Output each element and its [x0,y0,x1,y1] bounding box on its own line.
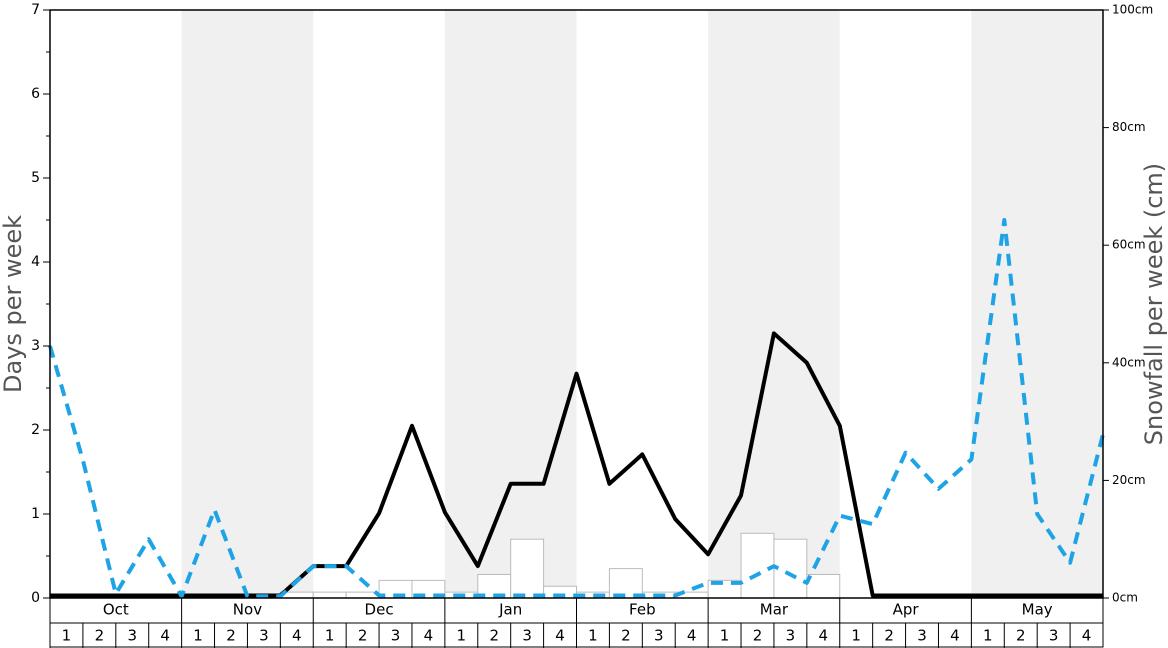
y2-tick-label: 60cm [1112,238,1146,252]
week-label: 2 [95,627,105,645]
y-tick-label: 6 [31,86,40,102]
week-label: 1 [193,627,203,645]
y-tick-label: 3 [31,338,40,354]
month-label: Mar [760,601,789,619]
y-tick-label: 5 [31,170,40,186]
week-label: 2 [226,627,236,645]
week-label: 1 [851,627,861,645]
week-label: 4 [819,627,829,645]
week-label: 2 [358,627,368,645]
y2-axis-title: Snowfall per week (cm) [1140,163,1168,445]
month-label: May [1022,601,1053,619]
y-tick-label: 4 [31,254,40,270]
line [50,331,1103,598]
bar [510,538,545,599]
month-label: Jan [498,601,522,619]
week-label: 4 [292,627,302,645]
week-label: 3 [1049,627,1059,645]
month-label: Nov [233,601,262,619]
week-label: 3 [259,627,269,645]
bar [806,573,841,599]
week-label: 2 [1016,627,1026,645]
week-label: 1 [325,627,335,645]
week-label: 1 [62,627,72,645]
week-label: 1 [457,627,467,645]
week-label: 4 [950,627,960,645]
y2-tick-label: 20cm [1112,473,1146,487]
y-tick-label: 7 [31,2,40,18]
week-label: 4 [1082,627,1092,645]
week-label: 3 [391,627,401,645]
month-label: Dec [365,601,394,619]
bar [740,532,775,599]
bar [312,591,347,599]
week-label: 4 [424,627,434,645]
month-label: Apr [893,601,920,619]
y-tick-label: 1 [31,506,40,522]
week-label: 4 [160,627,170,645]
week-label: 1 [720,627,730,645]
week-label: 2 [884,627,894,645]
week-label: 2 [489,627,499,645]
month-label: Oct [103,601,129,619]
week-label: 4 [687,627,697,645]
y-axis-title: Days per week [0,215,27,393]
week-label: 1 [588,627,598,645]
bar [773,538,808,599]
week-label: 3 [522,627,532,645]
week-label: 4 [555,627,565,645]
y2-tick-label: 40cm [1112,355,1146,369]
y2-tick-label: 100cm [1112,3,1153,17]
week-label: 1 [983,627,993,645]
month-band [444,10,577,598]
line [48,218,1105,599]
week-label: 3 [127,627,137,645]
month-band [708,10,840,598]
month-label: Feb [629,601,656,619]
week-label: 3 [786,627,796,645]
week-label: 2 [753,627,763,645]
week-label: 2 [621,627,631,645]
week-label: 3 [654,627,664,645]
y-tick-label: 2 [31,422,40,438]
y2-tick-label: 0cm [1112,591,1138,605]
month-band [181,10,314,598]
week-label: 3 [917,627,927,645]
y2-tick-label: 80cm [1112,120,1146,134]
y-tick-label: 0 [31,590,40,606]
